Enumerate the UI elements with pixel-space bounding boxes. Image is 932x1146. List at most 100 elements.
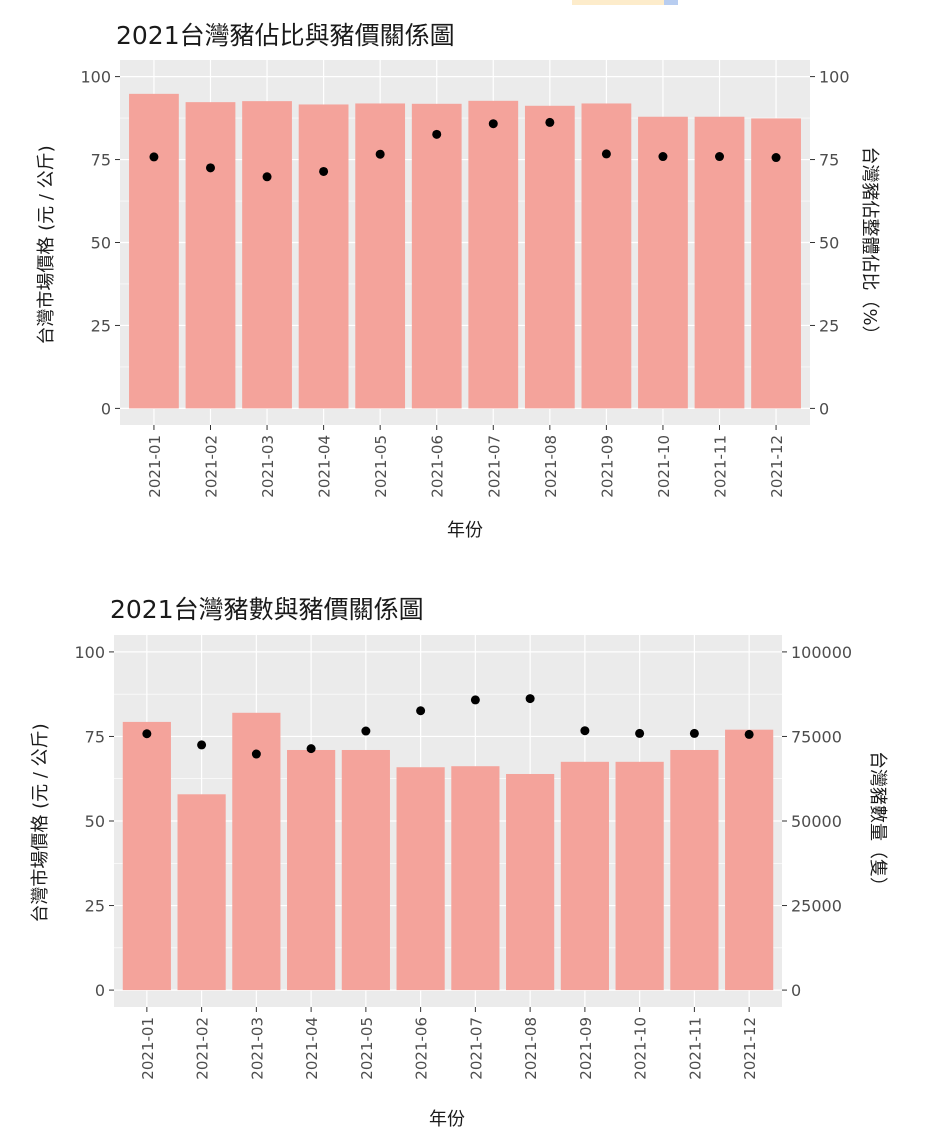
bar-2021-12 bbox=[751, 118, 801, 409]
y-tick-label-left: 75 bbox=[85, 727, 105, 746]
y-axis-label-left: 台灣市場價格 (元 / 公斤) bbox=[30, 723, 51, 922]
point-2021-07 bbox=[488, 119, 498, 129]
bar-2021-10 bbox=[615, 761, 664, 991]
bar-2021-05 bbox=[341, 749, 390, 991]
x-tick-label: 2021-03 bbox=[248, 1017, 266, 1080]
y-tick-label-left: 100 bbox=[80, 68, 111, 87]
x-tick-label: 2021-06 bbox=[413, 1017, 431, 1080]
x-tick-label: 2021-10 bbox=[655, 435, 673, 498]
bar-2021-02 bbox=[185, 102, 236, 409]
bar-2021-06 bbox=[396, 767, 445, 991]
x-tick-label: 2021-12 bbox=[741, 1017, 759, 1080]
x-tick-label: 2021-09 bbox=[598, 435, 616, 498]
x-tick-label: 2021-04 bbox=[303, 1017, 321, 1080]
chart-title: 2021台灣豬數與豬價關係圖 bbox=[110, 595, 424, 624]
y-tick-label-right: 50 bbox=[819, 234, 839, 253]
bar-2021-06 bbox=[411, 103, 462, 409]
x-tick-label: 2021-08 bbox=[522, 1017, 540, 1080]
share-price-chart-svg: 0 25 50 75 100 0 25 50 75 100 2021-01 2021-02 2021-0… bbox=[36, 21, 880, 541]
point-2021-04 bbox=[319, 166, 329, 176]
bar-2021-03 bbox=[232, 712, 281, 991]
x-tick-label: 2021-12 bbox=[768, 435, 786, 498]
point-2021-08 bbox=[525, 694, 535, 704]
point-2021-08 bbox=[545, 117, 555, 127]
point-2021-11 bbox=[715, 152, 725, 162]
bar-2021-09 bbox=[560, 761, 609, 991]
y-tick-label-left: 75 bbox=[91, 151, 111, 170]
x-tick-label: 2021-11 bbox=[686, 1017, 704, 1080]
bar-2021-08 bbox=[524, 105, 575, 409]
bar-2021-03 bbox=[242, 101, 292, 409]
x-tick-label: 2021-03 bbox=[259, 435, 277, 498]
point-2021-10 bbox=[658, 152, 668, 162]
y-tick-label-left: 25 bbox=[85, 897, 105, 916]
x-tick-label: 2021-11 bbox=[712, 435, 730, 498]
y-tick-label-left: 25 bbox=[91, 316, 111, 335]
point-2021-06 bbox=[432, 129, 442, 139]
point-2021-05 bbox=[375, 149, 385, 159]
point-2021-10 bbox=[635, 728, 645, 738]
y-tick-label-left: 0 bbox=[95, 981, 105, 1000]
highlight-strip bbox=[572, 0, 664, 5]
y-tick-label-left: 50 bbox=[91, 234, 111, 253]
highlight-strip-blue bbox=[664, 0, 678, 5]
count-price-chart: 0 25 50 75 100 0 25000 50000 75000 100000 2021-01 2… bbox=[0, 583, 932, 1146]
bar-2021-10 bbox=[638, 116, 688, 409]
point-2021-03 bbox=[251, 749, 261, 759]
point-2021-02 bbox=[197, 740, 207, 750]
point-2021-01 bbox=[149, 152, 159, 162]
x-tick-label: 2021-07 bbox=[467, 1017, 485, 1080]
bar-2021-11 bbox=[694, 116, 745, 409]
x-tick-label: 2021-02 bbox=[194, 1017, 212, 1080]
point-2021-12 bbox=[744, 729, 754, 739]
y-tick-label-left: 50 bbox=[85, 812, 105, 831]
bar-2021-07 bbox=[451, 766, 500, 991]
x-axis-label: 年份 bbox=[447, 520, 483, 541]
bar-2021-12 bbox=[725, 729, 774, 991]
point-2021-05 bbox=[361, 726, 371, 736]
point-2021-11 bbox=[689, 728, 699, 738]
x-axis-label: 年份 bbox=[429, 1109, 465, 1130]
x-tick-label: 2021-05 bbox=[358, 1017, 376, 1080]
point-2021-01 bbox=[142, 729, 152, 739]
point-2021-02 bbox=[205, 163, 215, 173]
bar-2021-08 bbox=[506, 773, 555, 991]
y-tick-label-right: 100000 bbox=[791, 643, 852, 662]
point-2021-09 bbox=[580, 726, 590, 736]
x-tick-label: 2021-10 bbox=[632, 1017, 650, 1080]
point-2021-09 bbox=[601, 149, 611, 159]
y-tick-label-left: 0 bbox=[101, 399, 111, 418]
y-tick-label-right: 50000 bbox=[791, 812, 842, 831]
y-tick-label-right: 25 bbox=[819, 316, 839, 335]
x-tick-label: 2021-09 bbox=[577, 1017, 595, 1080]
y-axis-label-right: 台灣豬數量（隻） bbox=[867, 751, 888, 895]
point-2021-07 bbox=[470, 695, 480, 705]
y-axis-label-left: 台灣市場價格 (元 / 公斤) bbox=[36, 145, 57, 344]
count-price-chart-svg: 0 25 50 75 100 0 25000 50000 75000 100000 2021-01 2… bbox=[30, 595, 888, 1130]
bar-2021-01 bbox=[129, 93, 179, 409]
x-tick-label: 2021-01 bbox=[139, 1017, 157, 1080]
bar-2021-09 bbox=[581, 103, 632, 409]
x-tick-label: 2021-06 bbox=[429, 435, 447, 498]
chart-title: 2021台灣豬佔比與豬價關係圖 bbox=[116, 21, 455, 50]
bar-2021-01 bbox=[122, 721, 171, 991]
y-tick-label-right: 0 bbox=[819, 399, 829, 418]
bar-2021-04 bbox=[287, 749, 336, 991]
x-tick-label: 2021-01 bbox=[146, 435, 164, 498]
point-2021-03 bbox=[262, 172, 272, 182]
bar-2021-11 bbox=[670, 749, 719, 991]
y-tick-label-right: 25000 bbox=[791, 897, 842, 916]
share-price-chart: 0 25 50 75 100 0 25 50 75 100 2021-01 2021-02 2021-0… bbox=[0, 0, 932, 564]
y-tick-label-right: 75 bbox=[819, 151, 839, 170]
bar-2021-07 bbox=[468, 100, 519, 409]
x-tick-label: 2021-05 bbox=[372, 435, 390, 498]
point-2021-04 bbox=[306, 744, 316, 754]
bar-2021-04 bbox=[298, 104, 349, 409]
point-2021-06 bbox=[416, 706, 426, 716]
y-tick-label-right: 100 bbox=[819, 68, 850, 87]
y-tick-label-right: 0 bbox=[791, 981, 801, 1000]
x-tick-label: 2021-04 bbox=[316, 435, 334, 498]
y-axis-label-right: 台灣豬佔整體佔比（%） bbox=[859, 146, 880, 343]
y-tick-label-right: 75000 bbox=[791, 727, 842, 746]
bar-2021-02 bbox=[177, 794, 226, 991]
